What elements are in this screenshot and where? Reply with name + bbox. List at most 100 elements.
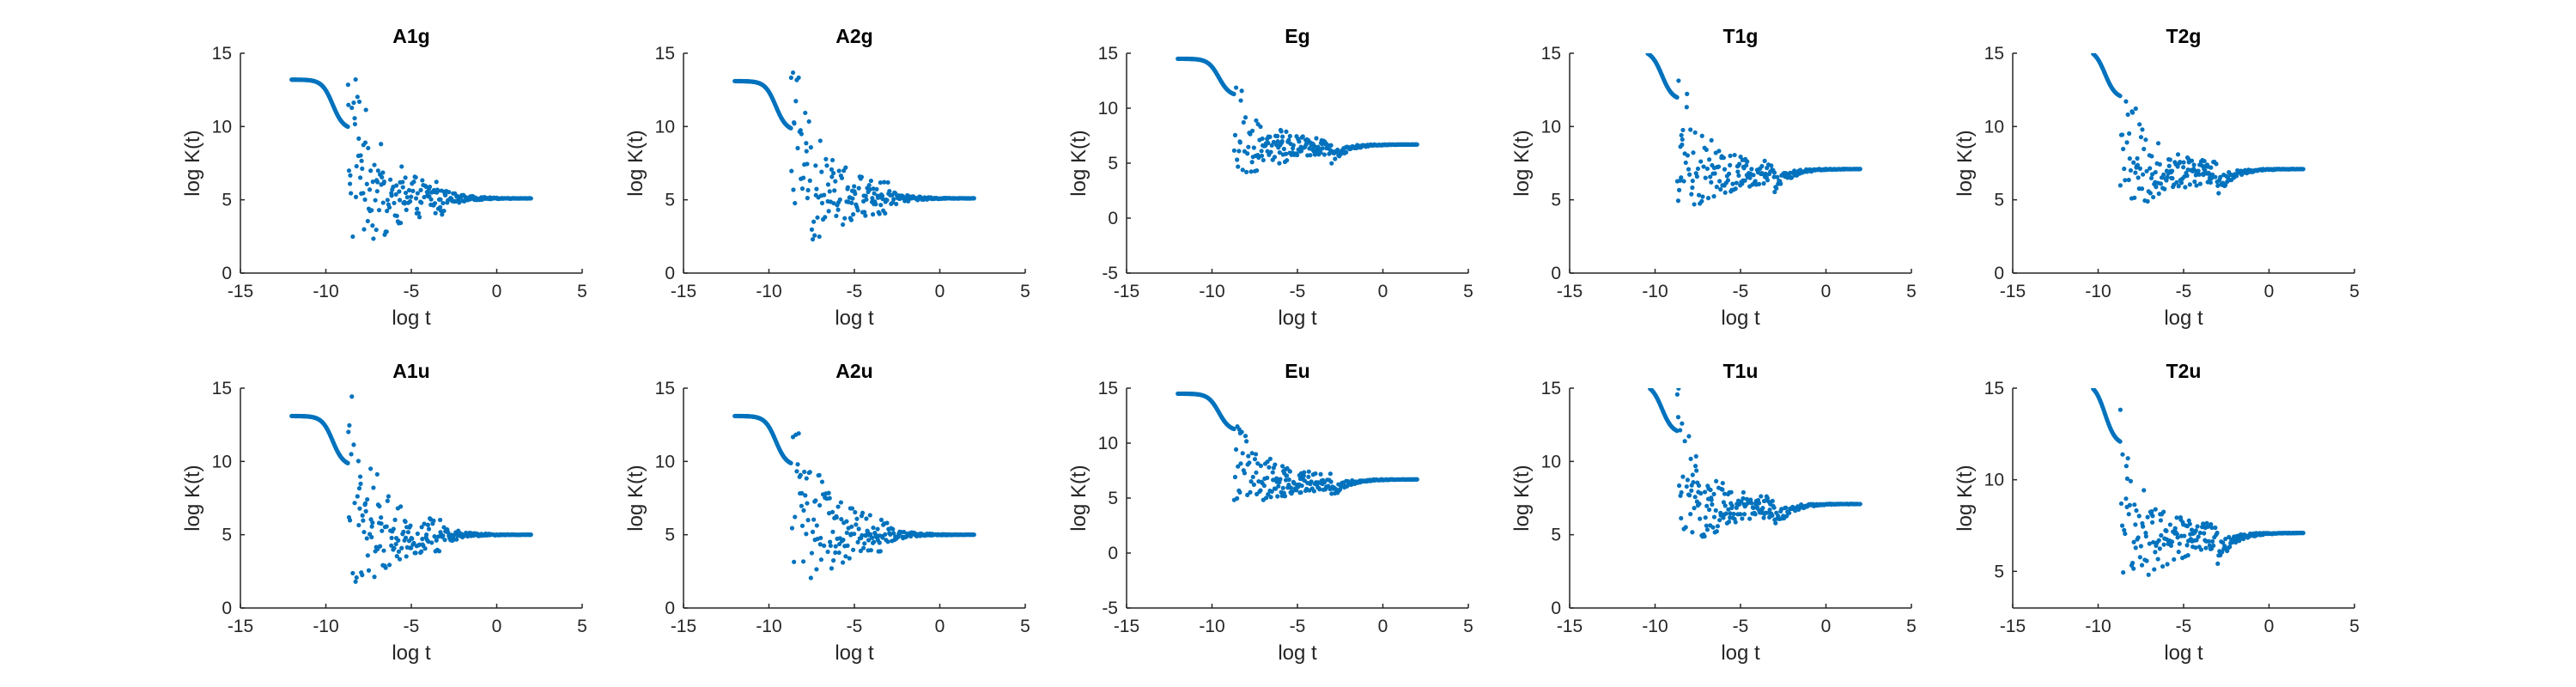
scatter-point <box>1317 487 1322 492</box>
scatter-point <box>1756 181 1762 186</box>
scatter-point <box>804 532 809 537</box>
y-tick-label: 5 <box>1994 191 2004 210</box>
scatter-point <box>836 550 841 556</box>
scatter-point <box>2175 164 2180 169</box>
y-axis-label: log K(t) <box>1953 130 1977 196</box>
scatter-point <box>1760 505 1765 511</box>
scatter-point <box>852 532 857 537</box>
scatter-point <box>809 550 815 556</box>
scatter-point <box>443 192 448 198</box>
scatter-point <box>2155 141 2161 146</box>
scatter-point <box>2164 528 2169 533</box>
scatter-point <box>1706 507 1712 513</box>
scatter-point <box>1767 507 1772 513</box>
x-axis-label: log t <box>2164 307 2203 330</box>
scatter-point <box>398 220 404 226</box>
scatter-point <box>826 490 831 495</box>
x-tick-label: -15 <box>228 617 253 636</box>
scatter-point <box>838 500 843 505</box>
scatter-point <box>1274 476 1279 481</box>
subplot-title: Eu <box>1285 360 1309 382</box>
scatter-point <box>1756 501 1762 506</box>
scatter-point <box>368 168 374 173</box>
scatter-point <box>2223 182 2228 188</box>
scatter-point <box>369 524 374 529</box>
scatter-point <box>457 200 462 205</box>
scatter-point <box>2184 543 2190 548</box>
scatter-point <box>408 198 413 204</box>
scatter-point <box>844 519 849 524</box>
scatter-point <box>813 163 818 168</box>
scatter-point <box>867 513 872 518</box>
scatter-point <box>398 504 404 509</box>
scatter-point <box>878 180 883 185</box>
scatter-point <box>2117 94 2123 99</box>
scatter-point <box>2152 567 2157 572</box>
scatter-point <box>1703 175 1708 180</box>
scatter-point <box>353 579 358 584</box>
scatter-point <box>410 536 415 541</box>
scatter-point <box>1680 137 1685 143</box>
scatter-point <box>1298 149 1304 154</box>
scatter-point <box>805 501 810 506</box>
scatter-point <box>1299 483 1304 489</box>
scatter-point <box>425 190 430 195</box>
scatter-point <box>403 535 409 540</box>
scatter-point <box>1704 503 1710 508</box>
scatter-point <box>1692 506 1697 511</box>
scatter-point <box>415 191 420 196</box>
scatter-point <box>1712 171 1717 176</box>
scatter-point <box>438 517 443 523</box>
scatter-point <box>392 200 397 206</box>
scatter-point <box>833 544 838 549</box>
scatter-point <box>1731 511 1736 517</box>
scatter-point <box>363 107 368 112</box>
scatter-point <box>1737 161 1742 167</box>
scatter-point <box>380 170 386 175</box>
scatter-point <box>2174 532 2180 537</box>
scatter-point <box>1705 196 1711 201</box>
scatter-point <box>355 459 361 464</box>
scatter-point <box>403 519 408 525</box>
scatter-point <box>2215 561 2221 566</box>
scatter-point <box>2118 501 2124 507</box>
scatter-point <box>854 516 860 521</box>
scatter-point <box>385 209 390 214</box>
subplot-title: T2g <box>2166 25 2202 47</box>
scatter-point <box>2131 160 2136 165</box>
scatter-point <box>372 162 377 167</box>
scatter-point <box>1249 479 1254 484</box>
y-tick-label: 15 <box>1098 44 1118 64</box>
scatter-point <box>355 94 360 100</box>
scatter-point <box>872 191 877 196</box>
scatter-point <box>1742 178 1747 183</box>
scatter-point <box>1318 471 1323 477</box>
scatter-point <box>1774 185 1779 191</box>
scatter-point <box>1306 474 1311 479</box>
scatter-point <box>1740 516 1745 521</box>
scatter-point <box>827 495 832 501</box>
scatter-point <box>1261 157 1266 163</box>
scatter-point <box>1414 142 1419 147</box>
scatter-point <box>807 178 812 184</box>
scatter-point <box>1275 139 1280 144</box>
scatter-point <box>825 182 831 187</box>
x-tick-label: -5 <box>2176 617 2192 636</box>
scatter-point <box>798 128 803 133</box>
scatter-point <box>400 179 405 185</box>
scatter-point <box>358 481 363 486</box>
scatter-point <box>1260 136 1265 142</box>
scatter-point <box>2126 177 2131 183</box>
scatter-point <box>2151 539 2156 545</box>
scatter-point <box>2124 476 2130 482</box>
scatter-point <box>413 550 418 556</box>
scatter-point <box>2205 524 2210 529</box>
scatter-point <box>2156 538 2161 543</box>
scatter-point <box>1290 489 1295 494</box>
y-axis-label: log K(t) <box>1067 465 1091 531</box>
scatter-series <box>732 413 976 581</box>
scatter-point <box>389 535 394 541</box>
scatter-series <box>1176 391 1419 502</box>
scatter-point <box>405 530 411 535</box>
x-axis-label: log t <box>2164 641 2203 665</box>
